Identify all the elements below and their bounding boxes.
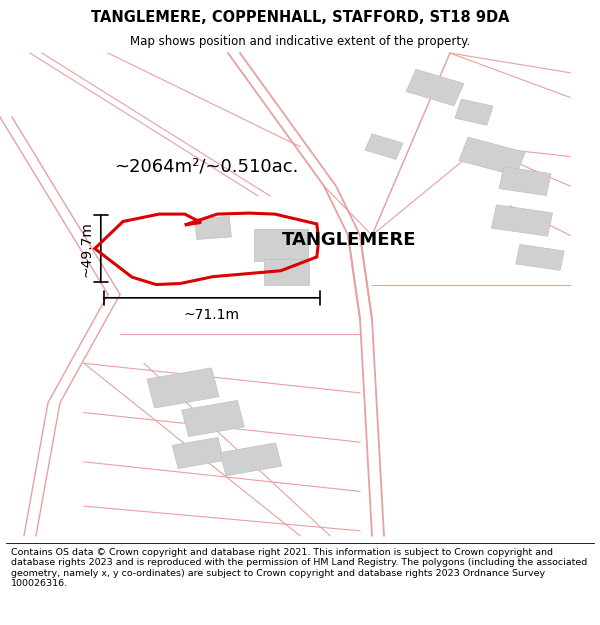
Polygon shape: [265, 259, 310, 285]
Text: TANGLEMERE: TANGLEMERE: [282, 231, 416, 249]
Polygon shape: [499, 167, 551, 196]
Text: Contains OS data © Crown copyright and database right 2021. This information is : Contains OS data © Crown copyright and d…: [11, 548, 587, 588]
Polygon shape: [172, 438, 224, 469]
Polygon shape: [182, 401, 244, 437]
Polygon shape: [406, 69, 464, 106]
Polygon shape: [194, 216, 232, 239]
Polygon shape: [147, 368, 219, 408]
Text: TANGLEMERE, COPPENHALL, STAFFORD, ST18 9DA: TANGLEMERE, COPPENHALL, STAFFORD, ST18 9…: [91, 9, 509, 24]
Polygon shape: [254, 229, 308, 261]
Polygon shape: [459, 137, 525, 176]
Polygon shape: [220, 443, 281, 476]
Polygon shape: [365, 134, 403, 159]
Polygon shape: [455, 99, 493, 125]
Text: ~71.1m: ~71.1m: [184, 308, 240, 322]
Text: ~49.7m: ~49.7m: [80, 221, 94, 277]
Text: ~2064m²/~0.510ac.: ~2064m²/~0.510ac.: [114, 158, 298, 176]
Polygon shape: [491, 205, 553, 236]
Text: Map shows position and indicative extent of the property.: Map shows position and indicative extent…: [130, 34, 470, 48]
Polygon shape: [516, 244, 564, 271]
